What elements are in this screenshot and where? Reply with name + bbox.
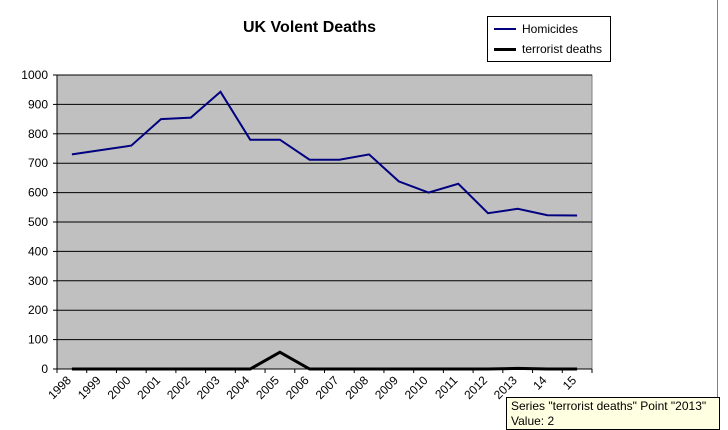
x-tick-label: 1999 — [75, 373, 104, 402]
y-tick-label: 700 — [28, 156, 48, 170]
x-tick-label: 2006 — [283, 373, 312, 402]
tooltip-line-1: Series "terrorist deaths" Point "2013" — [511, 399, 707, 413]
y-tick-label: 500 — [28, 215, 48, 229]
y-tick-label: 200 — [28, 303, 48, 317]
y-tick-label: 0 — [41, 362, 48, 376]
x-tick-label: 2007 — [313, 373, 342, 402]
data-point-tooltip: Series "terrorist deaths" Point "2013" V… — [506, 397, 720, 430]
legend: Homicides terrorist deaths — [487, 16, 611, 62]
legend-label-homicides: Homicides — [522, 22, 579, 36]
x-tick-label: 2002 — [164, 373, 193, 402]
legend-item-terrorist-deaths: terrorist deaths — [494, 39, 602, 59]
x-tick-label: 14 — [530, 373, 550, 393]
legend-swatch-homicides — [494, 28, 516, 30]
y-tick-label: 800 — [28, 127, 48, 141]
series-line-terrorist-deaths — [71, 350, 578, 371]
x-tick-label: 2009 — [372, 373, 401, 402]
y-tick-label: 400 — [28, 244, 48, 258]
x-tick-label: 2001 — [134, 373, 163, 402]
y-tick-label: 300 — [28, 274, 48, 288]
y-tick-label: 900 — [28, 97, 48, 111]
x-tick-label: 2011 — [432, 373, 460, 401]
x-tick-label: 2005 — [253, 373, 282, 402]
tooltip-line-2: Value: 2 — [511, 414, 555, 428]
x-tick-label: 1998 — [45, 373, 74, 402]
series-line-homicides — [71, 90, 578, 217]
y-tick-label: 600 — [28, 186, 48, 200]
legend-item-homicides: Homicides — [494, 19, 578, 39]
x-tick-label: 15 — [560, 373, 580, 393]
x-tick-label: 2010 — [402, 373, 431, 402]
x-tick-label: 2008 — [342, 373, 371, 402]
x-tick-label: 2003 — [194, 373, 223, 402]
x-tick-label: 2004 — [224, 373, 253, 402]
chart-title: UK Volent Deaths — [243, 19, 377, 36]
y-tick-label: 100 — [28, 333, 48, 347]
legend-label-terrorist-deaths: terrorist deaths — [522, 42, 603, 56]
y-tick-label: 1000 — [21, 68, 48, 82]
x-tick-label: 2012 — [461, 373, 490, 402]
legend-swatch-terrorist-deaths — [494, 47, 516, 51]
x-tick-label: 2000 — [105, 373, 134, 402]
